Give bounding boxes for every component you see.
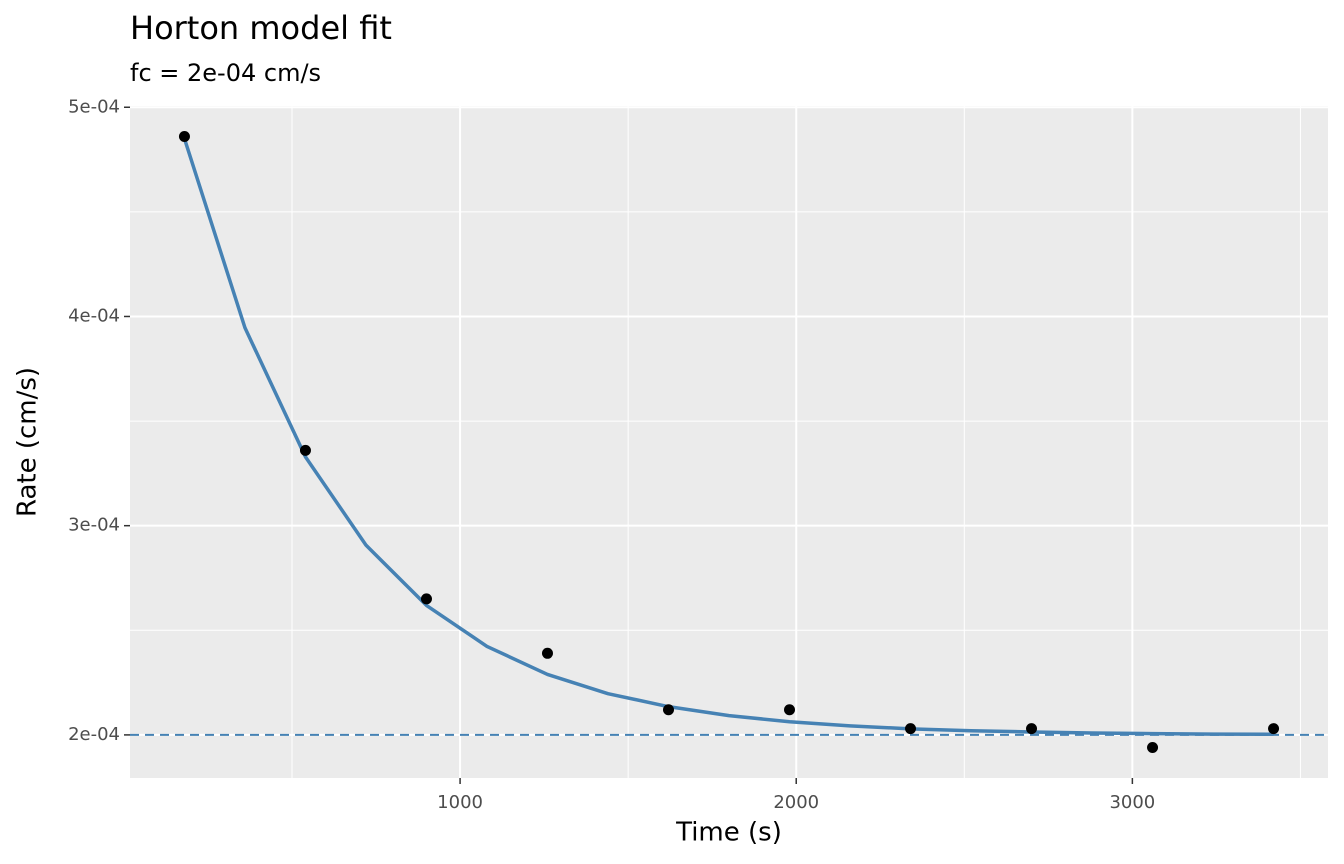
y-tick-label: 3e-04: [68, 515, 120, 536]
data-point: [1147, 741, 1159, 753]
x-tick-label: 1000: [437, 792, 483, 813]
data-point: [784, 704, 796, 716]
data-point: [420, 593, 432, 605]
data-point: [1026, 723, 1038, 735]
y-axis-title: Rate (cm/s): [13, 367, 43, 517]
y-tick-label: 4e-04: [68, 305, 120, 326]
chart-title: Horton model fit: [130, 9, 392, 47]
x-tick-label: 3000: [1109, 792, 1155, 813]
data-point: [178, 131, 190, 143]
panel: [130, 106, 1328, 778]
data-point: [905, 723, 917, 735]
chart-subtitle: fc = 2e-04 cm/s: [130, 59, 321, 87]
y-tick-label: 5e-04: [68, 96, 120, 117]
data-point: [299, 444, 311, 456]
x-axis-title: Time (s): [675, 818, 782, 848]
data-point: [662, 704, 674, 716]
data-point: [1268, 723, 1280, 735]
y-tick-label: 2e-04: [68, 724, 120, 745]
x-tick-label: 2000: [773, 792, 819, 813]
data-point: [541, 647, 553, 659]
fit-line: [182, 138, 1274, 737]
